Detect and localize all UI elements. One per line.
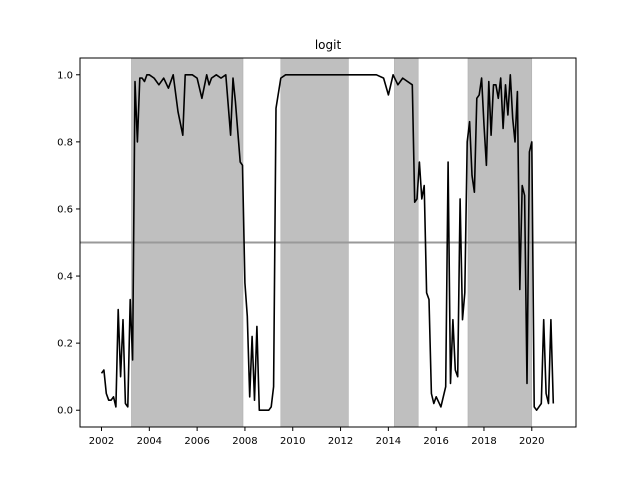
x-tick-label: 2012: [328, 436, 353, 447]
y-tick-label: 0.2: [57, 339, 73, 350]
plot-frame: [79, 57, 577, 428]
series-layer: [100, 74, 555, 412]
x-tick-label: 2010: [280, 436, 305, 447]
x-tick-label: 2014: [376, 436, 401, 447]
x-axis: 2002 2004 2006 2008 2010 2012 2014 2016 2018 2020: [89, 427, 545, 447]
y-axis: 0.0 0.2 0.4 0.6 0.8 1.0: [57, 70, 80, 417]
x-tick-label: 2008: [232, 436, 257, 447]
y-tick-label: 0.0: [57, 406, 73, 417]
x-tick-label: 2018: [471, 436, 496, 447]
x-tick-label: 2020: [519, 436, 544, 447]
x-tick-label: 2006: [184, 436, 209, 447]
y-tick-label: 1.0: [57, 70, 73, 81]
x-tick-label: 2004: [137, 436, 162, 447]
y-tick-label: 0.4: [57, 272, 73, 283]
series-line-1: [100, 74, 555, 412]
y-tick-label: 0.8: [57, 137, 73, 148]
y-tick-label: 0.6: [57, 204, 73, 215]
x-tick-label: 2016: [423, 436, 448, 447]
x-tick-label: 2002: [89, 436, 114, 447]
chart-title: logit: [315, 38, 342, 52]
